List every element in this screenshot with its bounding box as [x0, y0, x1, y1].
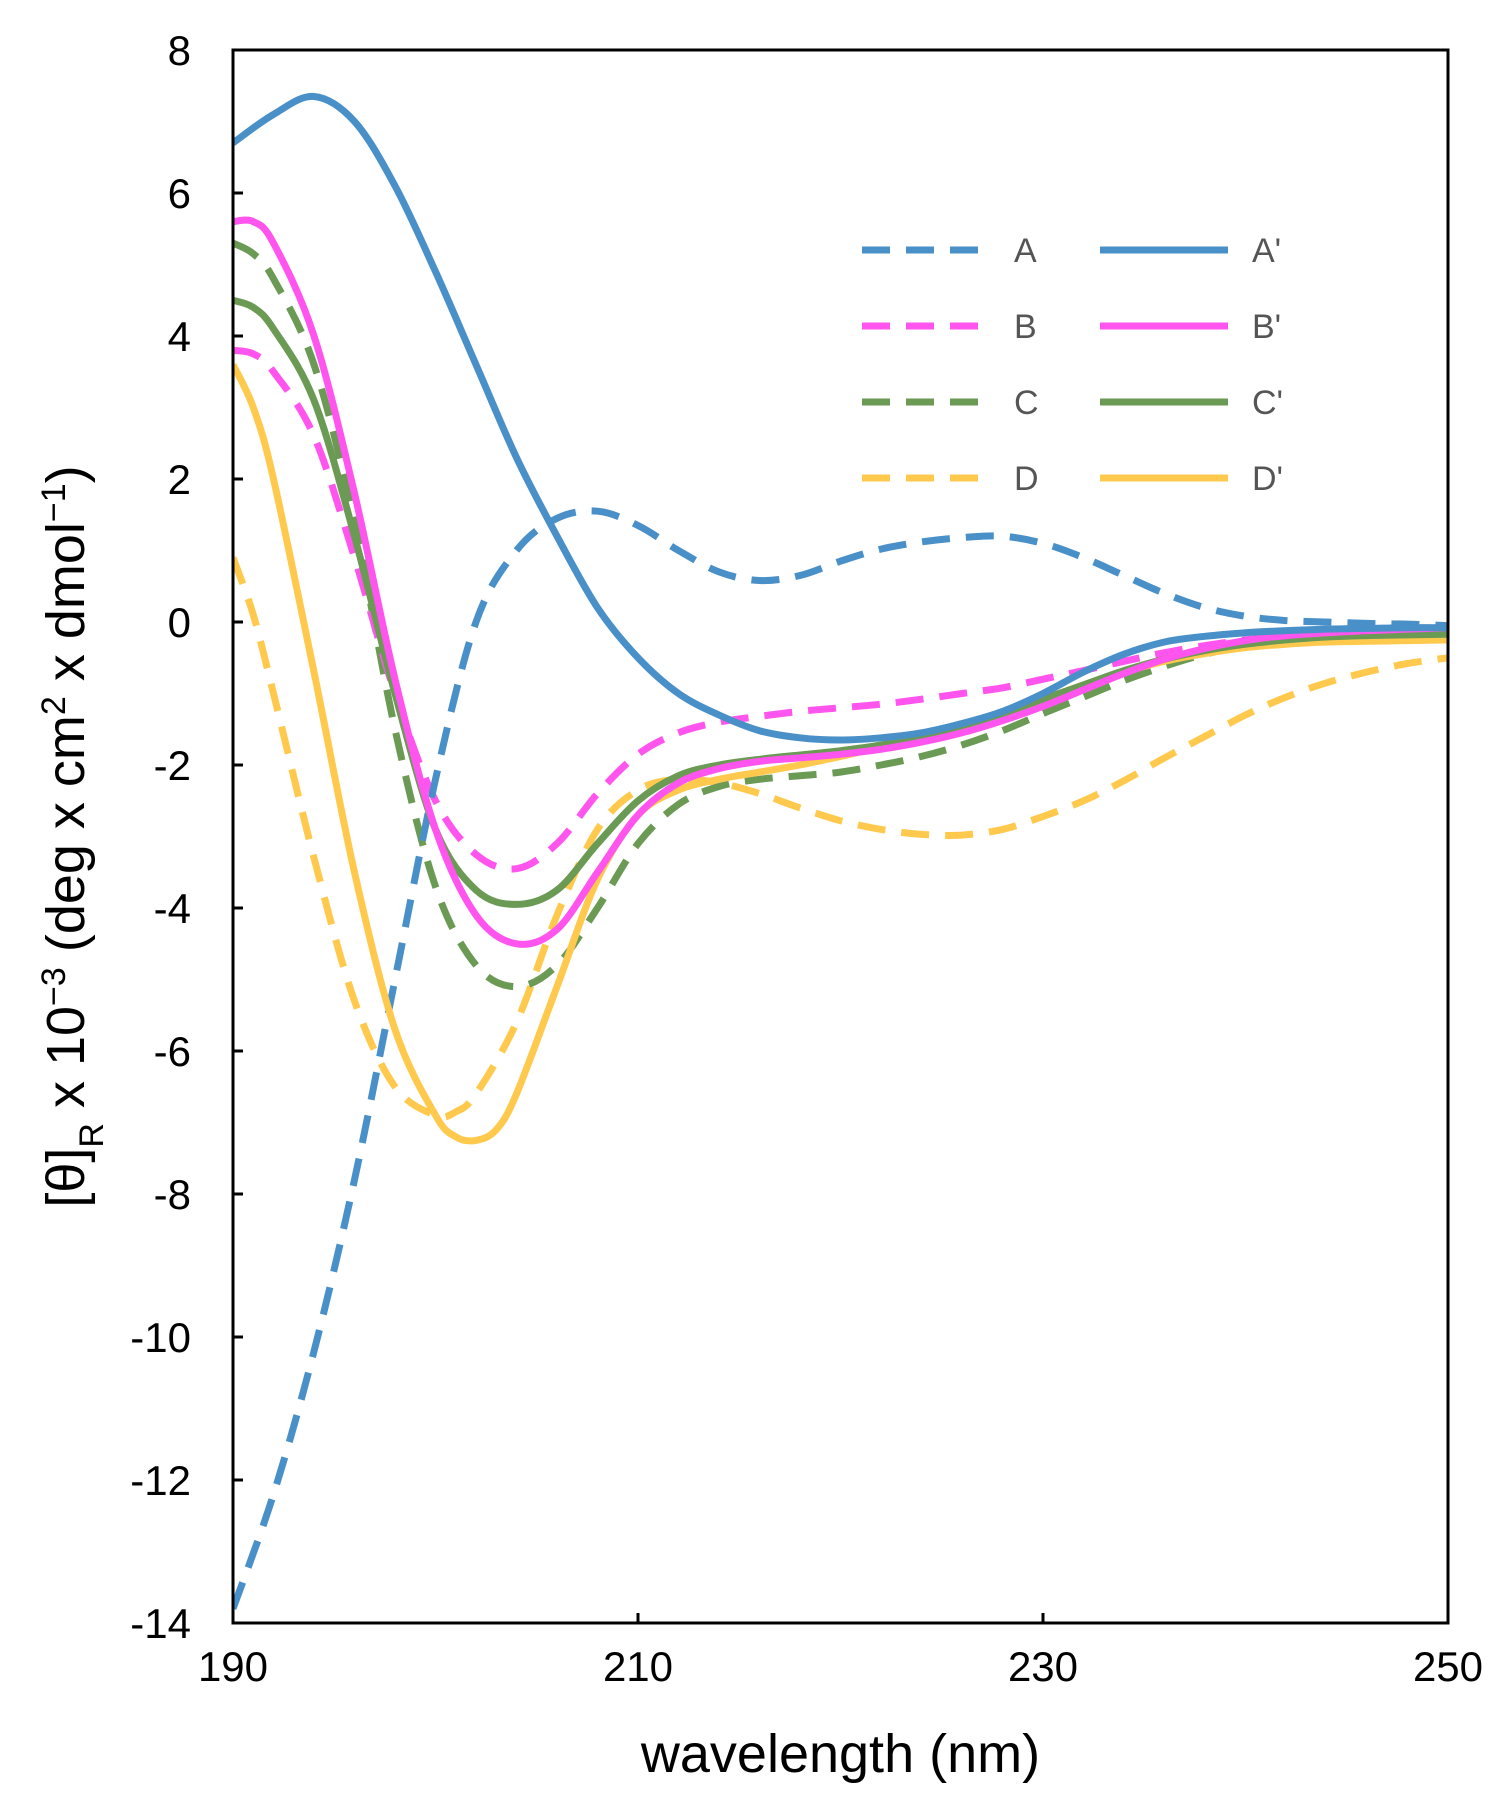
y-axis-title-post: ) [36, 465, 96, 483]
y-axis-title-exp1: −3 [35, 967, 73, 1006]
legend-label-d: D [1014, 460, 1039, 498]
legend-label-c-prime: C' [1252, 384, 1283, 422]
y-tick-label: -6 [154, 1028, 191, 1075]
y-tick-label: -8 [154, 1171, 191, 1218]
y-tick-label: -14 [130, 1600, 191, 1647]
y-tick-label: 2 [168, 456, 191, 503]
y-tick-label: 0 [168, 599, 191, 646]
y-axis-title-sub: R [73, 1123, 111, 1148]
y-axis-title-mid3: x dmol [36, 522, 96, 696]
y-axis-title-mid2: (deg x cm [36, 715, 96, 967]
legend-label-d-prime: D' [1252, 460, 1283, 498]
y-tick-label: -2 [154, 742, 191, 789]
y-tick-label: 4 [168, 313, 191, 360]
x-axis-title: wavelength (nm) [640, 1724, 1040, 1784]
y-tick-label: -10 [130, 1314, 191, 1361]
y-axis-title-exp2: 2 [35, 696, 73, 715]
y-axis-title-pre: [θ] [36, 1148, 96, 1208]
legend-label-a: A [1014, 232, 1037, 270]
y-tick-label: -4 [154, 885, 191, 932]
legend-label-a-prime: A' [1252, 232, 1281, 270]
series-line-a-prime [233, 92, 1448, 744]
x-tick-label: 190 [198, 1643, 268, 1690]
legend-label-b-prime: B' [1252, 308, 1281, 346]
y-tick-label: 8 [168, 27, 191, 74]
x-tick-label: 250 [1413, 1643, 1483, 1690]
legend-label-b: B [1014, 308, 1037, 346]
y-tick-label: 6 [168, 170, 191, 217]
legend: A A' B B' C C' D D' [862, 232, 1283, 498]
series-line-d [233, 556, 1448, 1121]
x-tick-label: 210 [603, 1643, 673, 1690]
x-tick-label: 230 [1008, 1643, 1078, 1690]
legend-label-c: C [1014, 384, 1039, 422]
plot-frame [231, 48, 1450, 1625]
y-axis-title: [θ]R x 10−3 (deg x cm2 x dmol−1) [35, 465, 111, 1207]
series-line-b [233, 346, 1448, 873]
series-line-b-prime [233, 216, 1448, 948]
series-line-a [233, 507, 1448, 1610]
y-axis-title-mid: x 10 [36, 1006, 96, 1123]
y-axis-title-exp3: −1 [35, 483, 73, 522]
series-layer [233, 92, 1448, 1610]
y-tick-label: -12 [130, 1457, 191, 1504]
